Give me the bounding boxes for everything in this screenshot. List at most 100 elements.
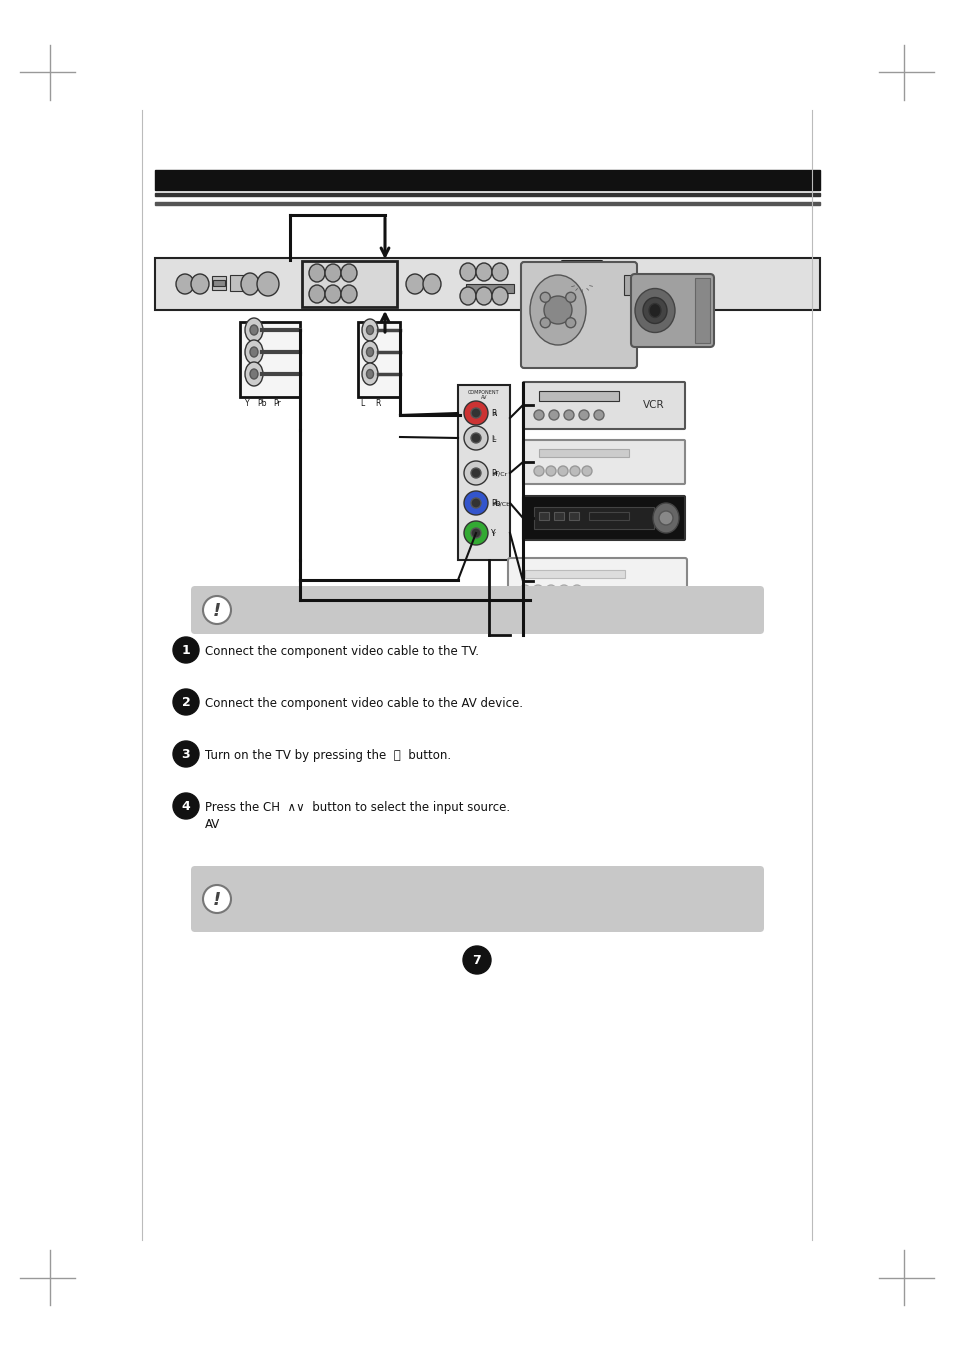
FancyBboxPatch shape (522, 495, 684, 540)
FancyBboxPatch shape (630, 274, 713, 347)
Ellipse shape (366, 370, 374, 378)
FancyBboxPatch shape (522, 382, 684, 429)
Ellipse shape (340, 265, 356, 282)
Ellipse shape (471, 528, 480, 539)
Ellipse shape (203, 595, 231, 624)
Ellipse shape (250, 369, 257, 379)
Bar (534, 508, 654, 529)
Text: Pr: Pr (491, 470, 498, 478)
Ellipse shape (538, 274, 557, 294)
Text: 3: 3 (181, 748, 190, 761)
FancyBboxPatch shape (507, 558, 686, 603)
Ellipse shape (463, 427, 488, 450)
Ellipse shape (533, 585, 542, 595)
Ellipse shape (492, 288, 507, 305)
Text: L: L (491, 435, 495, 444)
Ellipse shape (250, 347, 257, 356)
Text: 2: 2 (181, 697, 191, 710)
Ellipse shape (659, 512, 672, 525)
Ellipse shape (422, 274, 440, 294)
Ellipse shape (545, 585, 556, 595)
Ellipse shape (568, 269, 595, 298)
Ellipse shape (578, 410, 588, 420)
Ellipse shape (191, 274, 209, 294)
Ellipse shape (250, 325, 257, 335)
Text: Connect the component video cable to the TV.: Connect the component video cable to the… (205, 644, 478, 657)
Ellipse shape (558, 585, 568, 595)
Ellipse shape (459, 263, 476, 281)
Ellipse shape (203, 886, 231, 913)
Ellipse shape (545, 466, 556, 477)
Text: COMPONENT
AV: COMPONENT AV (468, 390, 499, 401)
Text: Pr: Pr (273, 400, 280, 408)
Ellipse shape (519, 585, 530, 595)
Text: Y: Y (244, 400, 249, 408)
Ellipse shape (462, 946, 491, 973)
Ellipse shape (245, 319, 263, 342)
Text: R: R (375, 400, 380, 408)
Bar (213, 279, 225, 286)
Text: Pr/Cr: Pr/Cr (492, 471, 507, 477)
Ellipse shape (548, 410, 558, 420)
Ellipse shape (463, 491, 488, 514)
Ellipse shape (172, 792, 199, 819)
Ellipse shape (366, 347, 374, 356)
Bar (538, 450, 628, 458)
Ellipse shape (325, 265, 340, 282)
Ellipse shape (241, 273, 258, 296)
Ellipse shape (471, 433, 480, 443)
Ellipse shape (175, 274, 193, 294)
Ellipse shape (652, 504, 679, 533)
Ellipse shape (309, 285, 325, 302)
FancyBboxPatch shape (191, 865, 763, 931)
FancyBboxPatch shape (191, 586, 763, 634)
Bar (457, 385, 510, 560)
Bar (154, 258, 820, 311)
Ellipse shape (539, 317, 550, 328)
Ellipse shape (172, 688, 199, 716)
Bar (212, 275, 226, 290)
Bar (154, 202, 820, 204)
Bar (588, 512, 628, 520)
Ellipse shape (594, 410, 603, 420)
Text: L: L (492, 436, 495, 441)
Ellipse shape (476, 263, 492, 281)
Bar (154, 193, 820, 196)
Ellipse shape (581, 466, 592, 477)
Ellipse shape (648, 304, 660, 317)
Ellipse shape (534, 466, 543, 477)
Ellipse shape (463, 460, 488, 485)
Ellipse shape (558, 466, 567, 477)
FancyBboxPatch shape (560, 261, 602, 306)
Text: Y: Y (492, 532, 496, 536)
Text: 1: 1 (181, 644, 191, 657)
Text: R: R (491, 409, 496, 418)
Ellipse shape (471, 468, 480, 478)
Bar (230, 275, 244, 292)
Ellipse shape (543, 296, 572, 324)
Ellipse shape (172, 637, 199, 663)
Ellipse shape (530, 275, 585, 346)
Ellipse shape (565, 292, 575, 302)
Ellipse shape (635, 289, 675, 332)
Ellipse shape (172, 741, 199, 767)
Text: Pb: Pb (491, 500, 500, 509)
Ellipse shape (642, 297, 666, 324)
Text: R: R (492, 412, 496, 417)
Ellipse shape (309, 265, 325, 282)
Text: VCR: VCR (642, 401, 664, 410)
Ellipse shape (492, 263, 507, 281)
FancyBboxPatch shape (522, 440, 684, 485)
Ellipse shape (539, 292, 550, 302)
Text: !: ! (213, 602, 221, 620)
Ellipse shape (361, 319, 377, 342)
Bar (302, 261, 396, 306)
Ellipse shape (563, 410, 574, 420)
Text: Connect the component video cable to the AV device.: Connect the component video cable to the… (205, 697, 522, 710)
Bar (465, 284, 514, 293)
Text: Pb/Cb: Pb/Cb (492, 501, 510, 506)
Ellipse shape (366, 325, 374, 335)
Bar (538, 512, 548, 520)
Bar (568, 512, 578, 520)
Bar (524, 570, 624, 578)
